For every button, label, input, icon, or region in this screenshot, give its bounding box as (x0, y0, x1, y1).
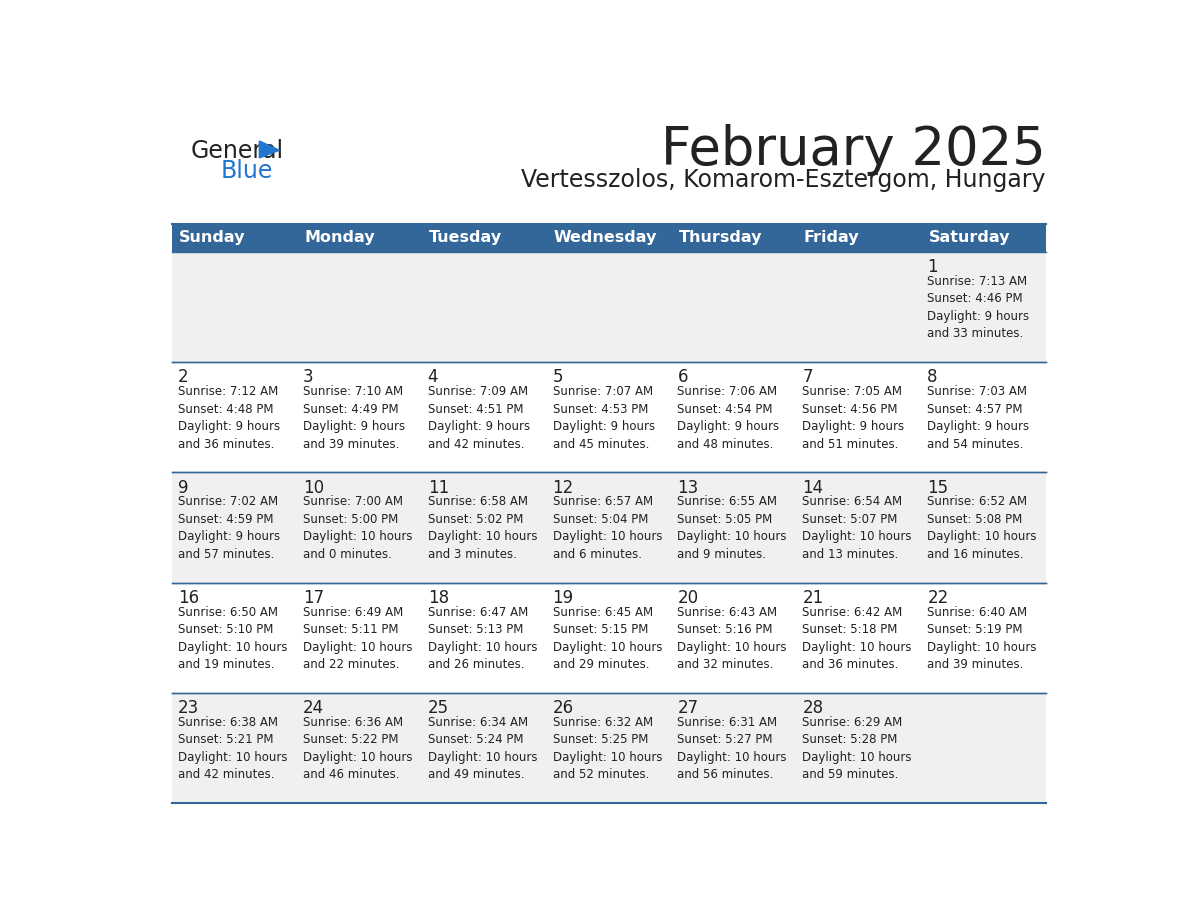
Text: Wednesday: Wednesday (554, 230, 657, 245)
Text: 21: 21 (802, 588, 823, 607)
Text: 15: 15 (928, 478, 948, 497)
Text: 20: 20 (677, 588, 699, 607)
Text: 27: 27 (677, 699, 699, 717)
Text: Sunrise: 7:06 AM
Sunset: 4:54 PM
Daylight: 9 hours
and 48 minutes.: Sunrise: 7:06 AM Sunset: 4:54 PM Dayligh… (677, 386, 779, 451)
Text: 2: 2 (178, 368, 189, 386)
Text: Sunrise: 6:45 AM
Sunset: 5:15 PM
Daylight: 10 hours
and 29 minutes.: Sunrise: 6:45 AM Sunset: 5:15 PM Dayligh… (552, 606, 662, 671)
Text: 12: 12 (552, 478, 574, 497)
Bar (172, 693, 1045, 803)
Text: Sunrise: 6:32 AM
Sunset: 5:25 PM
Daylight: 10 hours
and 52 minutes.: Sunrise: 6:32 AM Sunset: 5:25 PM Dayligh… (552, 716, 662, 781)
Text: Vertesszolos, Komarom-Esztergom, Hungary: Vertesszolos, Komarom-Esztergom, Hungary (522, 168, 1045, 192)
Text: Sunrise: 7:09 AM
Sunset: 4:51 PM
Daylight: 9 hours
and 42 minutes.: Sunrise: 7:09 AM Sunset: 4:51 PM Dayligh… (428, 386, 530, 451)
Text: 26: 26 (552, 699, 574, 717)
Bar (172, 473, 1045, 583)
Text: 9: 9 (178, 478, 189, 497)
Text: 22: 22 (928, 588, 948, 607)
Text: Sunrise: 6:43 AM
Sunset: 5:16 PM
Daylight: 10 hours
and 32 minutes.: Sunrise: 6:43 AM Sunset: 5:16 PM Dayligh… (677, 606, 786, 671)
Bar (172, 224, 297, 252)
Text: Sunrise: 7:13 AM
Sunset: 4:46 PM
Daylight: 9 hours
and 33 minutes.: Sunrise: 7:13 AM Sunset: 4:46 PM Dayligh… (928, 274, 1029, 341)
Bar (297, 224, 422, 252)
Text: Sunrise: 7:00 AM
Sunset: 5:00 PM
Daylight: 10 hours
and 0 minutes.: Sunrise: 7:00 AM Sunset: 5:00 PM Dayligh… (303, 496, 412, 561)
Text: Sunrise: 6:52 AM
Sunset: 5:08 PM
Daylight: 10 hours
and 16 minutes.: Sunrise: 6:52 AM Sunset: 5:08 PM Dayligh… (928, 496, 1037, 561)
Text: 3: 3 (303, 368, 314, 386)
Text: Sunrise: 6:38 AM
Sunset: 5:21 PM
Daylight: 10 hours
and 42 minutes.: Sunrise: 6:38 AM Sunset: 5:21 PM Dayligh… (178, 716, 287, 781)
Text: Sunrise: 6:57 AM
Sunset: 5:04 PM
Daylight: 10 hours
and 6 minutes.: Sunrise: 6:57 AM Sunset: 5:04 PM Dayligh… (552, 496, 662, 561)
Text: 5: 5 (552, 368, 563, 386)
Text: Thursday: Thursday (678, 230, 763, 245)
Text: 8: 8 (928, 368, 937, 386)
Text: Sunrise: 7:03 AM
Sunset: 4:57 PM
Daylight: 9 hours
and 54 minutes.: Sunrise: 7:03 AM Sunset: 4:57 PM Dayligh… (928, 386, 1029, 451)
Text: 14: 14 (802, 478, 823, 497)
Text: Saturday: Saturday (929, 230, 1010, 245)
Text: Sunrise: 7:10 AM
Sunset: 4:49 PM
Daylight: 9 hours
and 39 minutes.: Sunrise: 7:10 AM Sunset: 4:49 PM Dayligh… (303, 386, 405, 451)
Text: 1: 1 (928, 258, 937, 276)
Polygon shape (259, 141, 279, 158)
Text: 10: 10 (303, 478, 324, 497)
Text: 4: 4 (428, 368, 438, 386)
Text: 25: 25 (428, 699, 449, 717)
Text: 19: 19 (552, 588, 574, 607)
Text: 11: 11 (428, 478, 449, 497)
Text: Sunrise: 6:50 AM
Sunset: 5:10 PM
Daylight: 10 hours
and 19 minutes.: Sunrise: 6:50 AM Sunset: 5:10 PM Dayligh… (178, 606, 287, 671)
Text: Sunrise: 6:49 AM
Sunset: 5:11 PM
Daylight: 10 hours
and 22 minutes.: Sunrise: 6:49 AM Sunset: 5:11 PM Dayligh… (303, 606, 412, 671)
Text: Tuesday: Tuesday (429, 230, 503, 245)
Bar (796, 224, 921, 252)
Text: Sunrise: 7:02 AM
Sunset: 4:59 PM
Daylight: 9 hours
and 57 minutes.: Sunrise: 7:02 AM Sunset: 4:59 PM Dayligh… (178, 496, 280, 561)
Bar (921, 224, 1045, 252)
Text: Sunrise: 6:36 AM
Sunset: 5:22 PM
Daylight: 10 hours
and 46 minutes.: Sunrise: 6:36 AM Sunset: 5:22 PM Dayligh… (303, 716, 412, 781)
Text: Friday: Friday (803, 230, 859, 245)
Text: 24: 24 (303, 699, 324, 717)
Text: 13: 13 (677, 478, 699, 497)
Text: Sunday: Sunday (179, 230, 246, 245)
Text: Sunrise: 7:05 AM
Sunset: 4:56 PM
Daylight: 9 hours
and 51 minutes.: Sunrise: 7:05 AM Sunset: 4:56 PM Dayligh… (802, 386, 904, 451)
Bar (671, 224, 796, 252)
Text: Sunrise: 6:54 AM
Sunset: 5:07 PM
Daylight: 10 hours
and 13 minutes.: Sunrise: 6:54 AM Sunset: 5:07 PM Dayligh… (802, 496, 912, 561)
Text: 6: 6 (677, 368, 688, 386)
Text: 7: 7 (802, 368, 813, 386)
Bar (172, 252, 1045, 362)
Text: Sunrise: 7:12 AM
Sunset: 4:48 PM
Daylight: 9 hours
and 36 minutes.: Sunrise: 7:12 AM Sunset: 4:48 PM Dayligh… (178, 386, 280, 451)
Text: General: General (191, 140, 284, 163)
Text: 23: 23 (178, 699, 200, 717)
Bar (546, 224, 671, 252)
Text: Sunrise: 6:34 AM
Sunset: 5:24 PM
Daylight: 10 hours
and 49 minutes.: Sunrise: 6:34 AM Sunset: 5:24 PM Dayligh… (428, 716, 537, 781)
Text: 16: 16 (178, 588, 200, 607)
Bar (172, 583, 1045, 693)
Text: Monday: Monday (304, 230, 374, 245)
Text: Sunrise: 6:31 AM
Sunset: 5:27 PM
Daylight: 10 hours
and 56 minutes.: Sunrise: 6:31 AM Sunset: 5:27 PM Dayligh… (677, 716, 786, 781)
Text: Sunrise: 6:58 AM
Sunset: 5:02 PM
Daylight: 10 hours
and 3 minutes.: Sunrise: 6:58 AM Sunset: 5:02 PM Dayligh… (428, 496, 537, 561)
Text: Sunrise: 7:07 AM
Sunset: 4:53 PM
Daylight: 9 hours
and 45 minutes.: Sunrise: 7:07 AM Sunset: 4:53 PM Dayligh… (552, 386, 655, 451)
Text: Sunrise: 6:55 AM
Sunset: 5:05 PM
Daylight: 10 hours
and 9 minutes.: Sunrise: 6:55 AM Sunset: 5:05 PM Dayligh… (677, 496, 786, 561)
Text: Sunrise: 6:40 AM
Sunset: 5:19 PM
Daylight: 10 hours
and 39 minutes.: Sunrise: 6:40 AM Sunset: 5:19 PM Dayligh… (928, 606, 1037, 671)
Text: 18: 18 (428, 588, 449, 607)
Text: 28: 28 (802, 699, 823, 717)
Text: February 2025: February 2025 (662, 124, 1045, 176)
Text: Sunrise: 6:29 AM
Sunset: 5:28 PM
Daylight: 10 hours
and 59 minutes.: Sunrise: 6:29 AM Sunset: 5:28 PM Dayligh… (802, 716, 912, 781)
Text: 17: 17 (303, 588, 324, 607)
Text: Sunrise: 6:47 AM
Sunset: 5:13 PM
Daylight: 10 hours
and 26 minutes.: Sunrise: 6:47 AM Sunset: 5:13 PM Dayligh… (428, 606, 537, 671)
Text: Sunrise: 6:42 AM
Sunset: 5:18 PM
Daylight: 10 hours
and 36 minutes.: Sunrise: 6:42 AM Sunset: 5:18 PM Dayligh… (802, 606, 912, 671)
Bar (422, 224, 546, 252)
Text: Blue: Blue (221, 160, 273, 184)
Bar (172, 362, 1045, 473)
